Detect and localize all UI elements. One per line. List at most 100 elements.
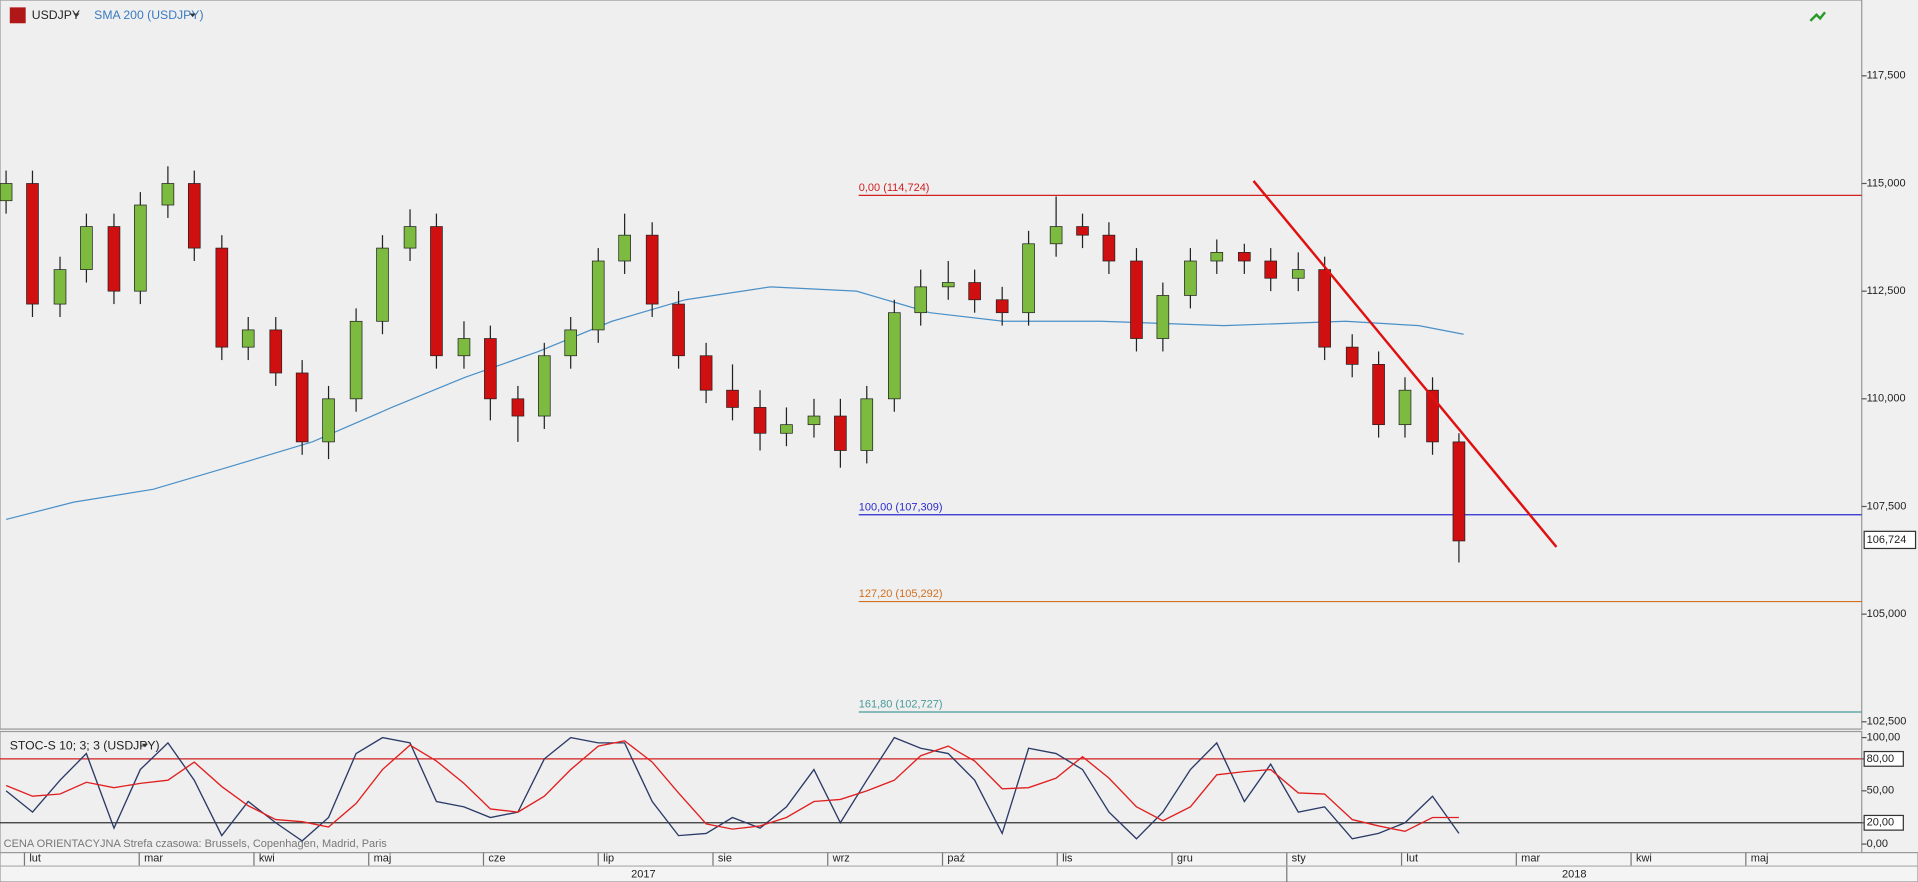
candle-body: [80, 226, 93, 270]
y-tick-label: 117,500: [1867, 70, 1906, 82]
time-axis: [0, 852, 1918, 882]
x-tick-label: sie: [718, 853, 732, 865]
y-tick-label: 105,000: [1867, 608, 1907, 620]
candle-body: [1238, 252, 1251, 262]
x-tick-label: sty: [1292, 853, 1307, 865]
candle-body: [430, 226, 443, 357]
candle-body: [645, 234, 659, 305]
candle-body: [26, 183, 39, 305]
candle-body: [834, 415, 847, 451]
x-tick-label: maj: [1751, 853, 1769, 865]
candle-body: [161, 183, 175, 206]
candle-body: [591, 260, 605, 331]
candle-body: [1102, 234, 1116, 262]
fx-icon[interactable]: [9, 7, 26, 24]
fib-label: 0,00 (114,724): [859, 182, 930, 194]
candle-body: [511, 398, 525, 417]
candle-body: [780, 424, 793, 434]
candle-body: [1022, 243, 1035, 314]
y-tick-label: 115,000: [1867, 177, 1906, 189]
candle-body: [1130, 260, 1143, 339]
candle-body: [914, 286, 928, 314]
candle-body: [1426, 389, 1439, 443]
dropdown-arrow[interactable]: [73, 13, 80, 18]
y-tick-label: 110,000: [1867, 393, 1906, 405]
candle-body: [295, 372, 309, 443]
fib-label: 100,00 (107,309): [859, 501, 943, 513]
last-price-box: [1863, 530, 1917, 550]
x-tick-label: cze: [488, 853, 505, 865]
price-panel: [0, 0, 1863, 730]
candle-body: [403, 226, 417, 249]
indicator-name[interactable]: STOC-S 10; 3; 3 (USDJPY): [10, 738, 160, 752]
y-tick-label: 20,00: [1867, 817, 1895, 829]
candle-body: [807, 415, 821, 426]
x-tick-label: maj: [374, 853, 392, 865]
candle-body: [968, 282, 981, 301]
candle-body: [564, 329, 578, 357]
x-tick-label: lut: [29, 853, 41, 865]
candle-body: [860, 398, 874, 451]
dropdown-arrow[interactable]: [141, 743, 149, 748]
x-tick-label: mar: [144, 853, 163, 865]
x-tick-label: lut: [1406, 853, 1418, 865]
candle-body: [484, 338, 497, 400]
y-tick-label: 107,500: [1867, 500, 1907, 512]
candle-body: [995, 299, 1009, 314]
stoch-line: [5, 736, 1460, 842]
instrument-name[interactable]: USDJPY: [32, 8, 80, 22]
candle-body: [269, 329, 283, 374]
dropdown-arrow[interactable]: [189, 13, 196, 18]
candle-body: [941, 282, 955, 288]
footer-note: CENA ORIENTACYJNA Strefa czasowa: Brusse…: [4, 838, 388, 850]
candle-body: [1291, 269, 1305, 279]
x-tick-label: kwi: [1636, 853, 1652, 865]
sma-line: [5, 286, 1464, 521]
y-tick-label: 50,00: [1867, 785, 1895, 797]
x-tick-label: kwi: [259, 853, 275, 865]
y-tick-label: 80,00: [1867, 753, 1895, 765]
candle-body: [322, 398, 335, 443]
y-tick-label: 112,500: [1867, 285, 1906, 297]
x-tick-label: lip: [603, 853, 614, 865]
trend-icon[interactable]: [1809, 11, 1826, 22]
candle-body: [888, 312, 901, 400]
candle-body: [1372, 364, 1385, 426]
fib-label: 127,20 (105,292): [859, 588, 943, 600]
fib-label: 161,80 (102,727): [859, 699, 943, 711]
x-tick-label: lis: [1062, 853, 1073, 865]
candle-body: [1398, 389, 1412, 426]
x-tick-label: paź: [947, 853, 965, 865]
candle-body: [1318, 269, 1331, 348]
trendline: [1252, 180, 1558, 548]
candle-body: [1049, 226, 1063, 245]
candle-body: [0, 183, 13, 202]
candle-body: [1156, 295, 1170, 339]
x-tick-label: wrz: [832, 853, 850, 865]
candle-body: [1184, 260, 1197, 296]
candle-body: [53, 269, 67, 305]
candle-body: [187, 183, 201, 249]
year-label: 2017: [631, 869, 655, 881]
x-tick-label: mar: [1521, 853, 1540, 865]
candle-body: [537, 355, 551, 417]
y-tick-label: 100,00: [1867, 731, 1901, 743]
candle-body: [241, 329, 255, 348]
candle-body: [1345, 346, 1359, 365]
last-price-label: 106,724: [1867, 534, 1907, 546]
candle-body: [699, 355, 713, 391]
candle-body: [376, 247, 389, 322]
candle-body: [672, 303, 685, 357]
candle-body: [1264, 260, 1278, 279]
candle-body: [618, 234, 631, 262]
candle-body: [753, 407, 767, 434]
y-tick-label: 0,00: [1867, 838, 1888, 850]
stoch-line: [5, 740, 1459, 833]
candle-body: [457, 338, 471, 357]
candle-body: [1076, 226, 1089, 236]
candle-body: [1210, 252, 1224, 262]
candle-body: [107, 226, 121, 292]
indicator-name[interactable]: SMA 200 (USDJPY): [94, 8, 203, 22]
tick-box: [1863, 814, 1904, 831]
